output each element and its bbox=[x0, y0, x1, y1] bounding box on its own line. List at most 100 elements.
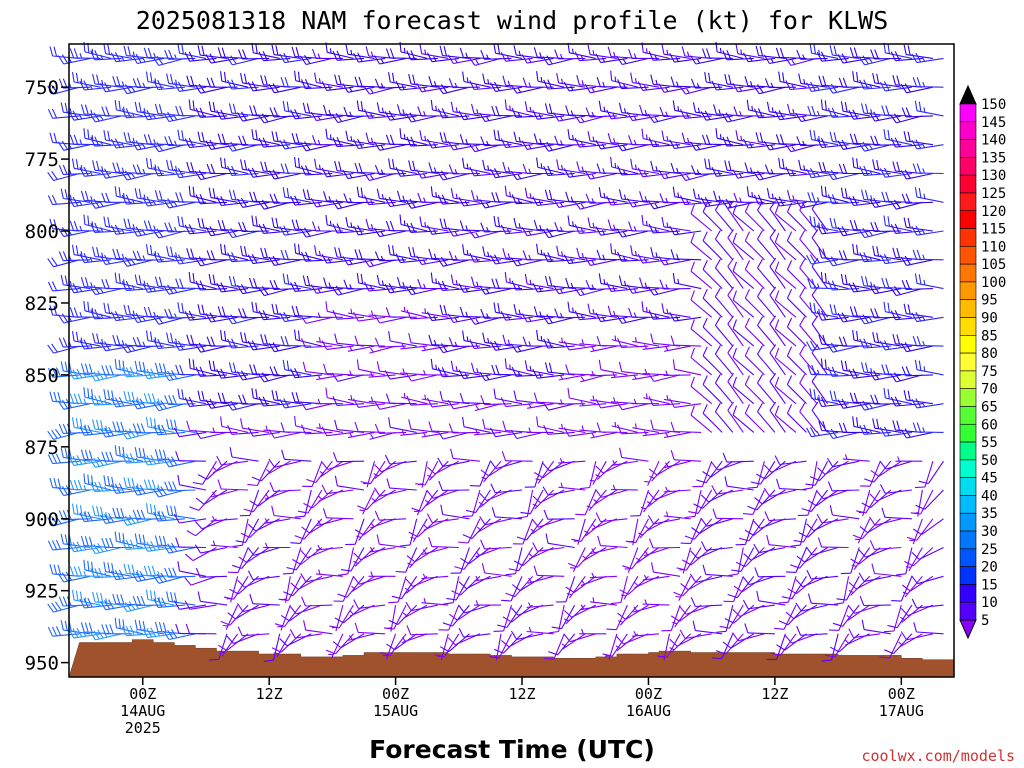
wind-barb bbox=[132, 250, 164, 261]
barb-flag bbox=[237, 371, 244, 381]
barb-flag bbox=[495, 192, 500, 202]
barb-half-flag bbox=[696, 58, 701, 64]
wind-barb bbox=[71, 417, 101, 433]
barb-flag bbox=[89, 285, 96, 295]
barb-flag bbox=[107, 476, 111, 487]
wind-barb bbox=[536, 157, 565, 175]
wind-barb bbox=[626, 111, 660, 122]
barb-staff bbox=[498, 633, 512, 659]
barb-flag bbox=[121, 171, 128, 181]
barb-half-flag bbox=[677, 192, 680, 198]
barb-flag bbox=[275, 390, 279, 401]
barb-staff bbox=[179, 604, 207, 610]
barb-flag bbox=[323, 191, 328, 201]
wind-barb bbox=[112, 593, 143, 606]
barb-staff bbox=[580, 518, 597, 542]
wind-barb bbox=[504, 99, 533, 117]
wind-barb bbox=[437, 194, 470, 205]
barb-flag bbox=[179, 105, 184, 116]
barb-half-flag bbox=[540, 163, 543, 169]
barb-flag bbox=[167, 284, 174, 294]
barb-staff bbox=[558, 255, 586, 261]
wind-barb bbox=[597, 535, 628, 549]
wind-barb bbox=[406, 222, 438, 233]
barb-flag bbox=[426, 513, 433, 523]
wind-barb bbox=[90, 395, 122, 406]
barb-staff bbox=[316, 427, 343, 433]
barb-flag bbox=[217, 219, 222, 230]
barb-half-flag bbox=[601, 57, 606, 63]
barb-half-flag bbox=[561, 78, 564, 84]
barb-flag bbox=[294, 329, 297, 340]
barb-flag bbox=[521, 140, 528, 150]
wind-barb bbox=[226, 400, 259, 411]
barb-half-flag bbox=[486, 54, 490, 60]
barb-staff bbox=[63, 629, 91, 635]
barb-flag bbox=[280, 163, 285, 174]
wind-barb bbox=[421, 573, 449, 580]
barb-half-flag bbox=[528, 57, 532, 63]
barb-half-flag bbox=[570, 85, 574, 91]
barb-flag bbox=[690, 55, 697, 65]
barb-flag bbox=[131, 141, 138, 151]
wind-barb bbox=[606, 195, 638, 206]
barb-staff bbox=[432, 195, 459, 203]
wind-barb bbox=[475, 546, 502, 558]
barb-staff bbox=[221, 229, 249, 232]
barb-staff bbox=[358, 57, 386, 63]
barb-flag bbox=[103, 43, 107, 54]
wind-barb bbox=[269, 193, 301, 204]
barb-flag bbox=[354, 335, 359, 346]
barb-flag bbox=[64, 275, 68, 286]
barb-staff bbox=[84, 396, 112, 405]
barb-flag bbox=[411, 507, 422, 512]
barb-staff bbox=[589, 115, 617, 118]
barb-flag bbox=[195, 280, 201, 291]
wind-barb bbox=[388, 417, 417, 433]
barb-flag bbox=[704, 72, 707, 83]
barb-flag bbox=[427, 397, 433, 408]
barb-flag bbox=[73, 479, 79, 490]
barb-flag bbox=[129, 366, 135, 377]
wind-barb bbox=[258, 223, 291, 234]
barb-half-flag bbox=[424, 499, 430, 504]
barb-flag bbox=[447, 637, 456, 646]
barb-flag bbox=[251, 81, 258, 91]
barb-flag bbox=[690, 261, 695, 272]
barb-flag bbox=[353, 398, 359, 408]
wind-barb bbox=[374, 164, 407, 175]
barb-half-flag bbox=[570, 258, 574, 264]
barb-half-flag bbox=[121, 142, 125, 148]
wind-barb bbox=[625, 518, 649, 544]
wind-barb bbox=[554, 49, 586, 60]
wind-barb bbox=[574, 51, 607, 62]
barb-flag bbox=[619, 447, 623, 458]
barb-staff bbox=[52, 115, 80, 119]
barb-flag bbox=[255, 129, 258, 140]
barb-staff bbox=[590, 259, 618, 266]
barb-half-flag bbox=[142, 168, 146, 174]
barb-staff bbox=[263, 144, 291, 148]
wind-barb bbox=[311, 48, 343, 59]
barb-flag bbox=[321, 426, 328, 436]
barb-staff bbox=[218, 633, 228, 660]
barb-staff bbox=[116, 109, 143, 117]
barb-flag bbox=[153, 511, 159, 522]
barb-flag bbox=[325, 649, 336, 655]
barb-half-flag bbox=[143, 194, 146, 200]
barb-half-flag bbox=[143, 280, 146, 286]
wind-barb bbox=[630, 245, 660, 261]
barb-half-flag bbox=[136, 569, 139, 575]
barb-half-flag bbox=[643, 574, 648, 580]
barb-staff bbox=[505, 316, 533, 321]
barb-flag bbox=[669, 139, 675, 149]
wind-barb bbox=[406, 309, 438, 320]
wind-barb bbox=[450, 274, 480, 290]
barb-flag bbox=[154, 276, 159, 287]
barb-staff bbox=[434, 460, 460, 475]
barb-flag bbox=[670, 335, 675, 346]
barb-flag bbox=[177, 254, 184, 264]
barb-flag bbox=[275, 217, 279, 228]
barb-flag bbox=[650, 562, 654, 573]
wind-barb bbox=[290, 195, 322, 206]
